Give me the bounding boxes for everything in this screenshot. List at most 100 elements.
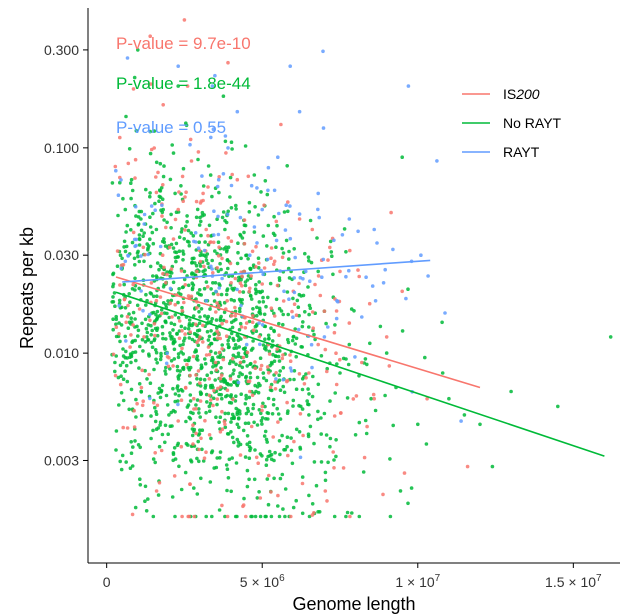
data-point xyxy=(307,402,311,407)
data-point xyxy=(344,357,348,361)
data-point xyxy=(157,267,161,272)
data-point xyxy=(215,217,219,221)
data-point xyxy=(425,396,429,401)
data-point xyxy=(148,151,153,156)
data-point xyxy=(252,230,257,234)
data-point xyxy=(165,351,169,356)
data-point xyxy=(118,253,123,257)
data-point xyxy=(206,164,211,168)
data-point xyxy=(187,243,192,248)
data-point xyxy=(157,480,162,485)
data-point xyxy=(311,374,315,379)
data-point xyxy=(203,240,207,244)
data-point xyxy=(214,415,218,420)
data-point xyxy=(215,301,219,305)
data-point xyxy=(249,297,254,301)
data-point xyxy=(331,450,336,454)
data-point xyxy=(273,379,277,384)
data-point xyxy=(180,329,184,333)
data-point xyxy=(241,290,246,294)
data-point xyxy=(156,493,161,497)
data-point xyxy=(209,287,213,291)
data-point xyxy=(137,259,142,264)
data-point xyxy=(182,18,187,22)
data-point xyxy=(260,207,265,212)
data-point xyxy=(202,248,207,253)
data-point xyxy=(344,274,348,279)
data-point xyxy=(181,252,186,256)
data-point xyxy=(391,247,395,252)
data-point xyxy=(183,358,187,363)
data-point xyxy=(153,460,157,465)
data-point xyxy=(230,412,235,417)
data-point xyxy=(229,489,233,494)
data-point xyxy=(318,293,323,298)
data-point xyxy=(165,272,169,277)
data-point xyxy=(257,280,262,284)
x-tick-label: 0 xyxy=(103,574,111,590)
data-point xyxy=(184,441,189,446)
data-point xyxy=(216,214,220,219)
data-point xyxy=(325,369,329,374)
data-point xyxy=(115,264,120,269)
data-point xyxy=(226,342,230,347)
data-point xyxy=(195,377,199,381)
data-point xyxy=(363,418,368,423)
data-point xyxy=(220,215,225,220)
data-point xyxy=(182,277,187,282)
data-point xyxy=(274,219,279,224)
data-point xyxy=(190,337,195,342)
data-point xyxy=(225,388,230,393)
data-point xyxy=(360,360,364,365)
data-point xyxy=(226,236,231,240)
data-point xyxy=(406,501,410,506)
data-point xyxy=(164,337,168,341)
data-point xyxy=(168,286,173,291)
data-point xyxy=(235,109,240,114)
data-point xyxy=(211,403,215,408)
data-point xyxy=(208,173,213,177)
data-point xyxy=(159,388,164,393)
data-point xyxy=(225,432,230,436)
data-point xyxy=(381,281,386,285)
data-point xyxy=(238,453,243,457)
data-point xyxy=(389,210,393,215)
data-point xyxy=(129,333,133,337)
data-point xyxy=(229,239,234,243)
data-point xyxy=(160,214,164,218)
data-point xyxy=(188,381,192,385)
data-point xyxy=(235,383,240,388)
data-point xyxy=(216,269,221,274)
data-point xyxy=(236,380,241,385)
data-point xyxy=(285,290,290,294)
data-point xyxy=(235,412,239,417)
data-point xyxy=(304,372,308,376)
data-point xyxy=(203,361,208,366)
data-point xyxy=(226,266,230,271)
data-point xyxy=(111,271,116,276)
data-point xyxy=(113,164,118,169)
data-point xyxy=(132,256,137,261)
data-point xyxy=(123,369,127,374)
data-point xyxy=(300,324,305,329)
data-point xyxy=(192,514,197,519)
data-point xyxy=(203,314,207,318)
data-point xyxy=(236,241,240,245)
data-point xyxy=(162,164,166,168)
data-point xyxy=(299,345,304,349)
data-point xyxy=(147,372,151,377)
data-point xyxy=(301,320,305,324)
data-point xyxy=(215,402,219,407)
data-point xyxy=(153,326,158,331)
data-point xyxy=(220,409,224,414)
data-point xyxy=(212,209,216,213)
data-point xyxy=(276,354,281,359)
data-point xyxy=(135,401,139,406)
data-point xyxy=(275,347,280,351)
data-point xyxy=(257,306,262,311)
data-point xyxy=(129,228,133,232)
data-point xyxy=(226,411,231,416)
data-point xyxy=(265,257,270,262)
data-point xyxy=(198,399,203,403)
data-point xyxy=(203,268,207,272)
